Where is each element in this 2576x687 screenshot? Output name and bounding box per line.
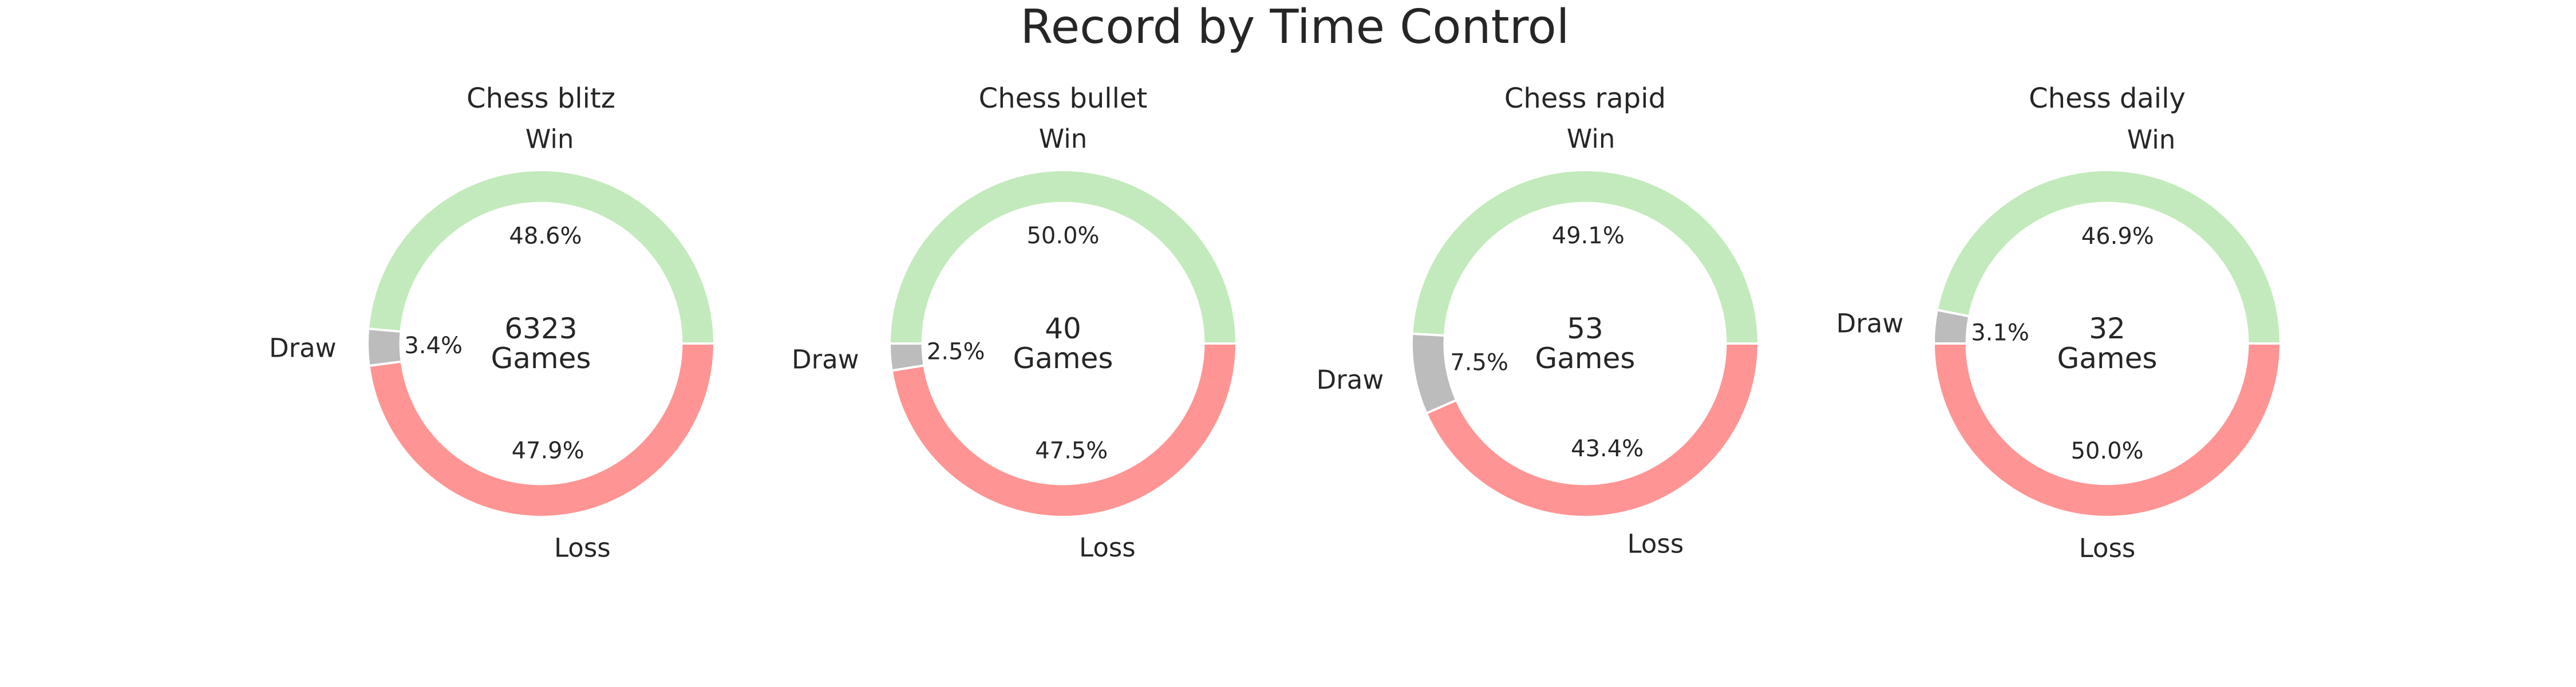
slice-label-win-chess-blitz: Win bbox=[526, 124, 574, 154]
percent-label-draw-chess-bullet: 2.5% bbox=[927, 339, 985, 365]
percent-label-loss-chess-daily: 50.0% bbox=[2071, 438, 2143, 464]
center-games-label-chess-daily: Games bbox=[2057, 342, 2158, 375]
figure-title: Record by Time Control bbox=[1020, 0, 1569, 54]
percent-label-draw-chess-blitz: 3.4% bbox=[404, 333, 463, 359]
wedge-loss-chess-bullet bbox=[890, 342, 1238, 518]
percent-label-draw-chess-rapid: 7.5% bbox=[1450, 349, 1508, 376]
percent-label-loss-chess-rapid: 43.4% bbox=[1571, 436, 1643, 462]
center-games-label-chess-blitz: Games bbox=[491, 342, 591, 375]
slice-label-draw-chess-bullet: Draw bbox=[792, 345, 859, 375]
wedge-draw-chess-blitz bbox=[366, 327, 403, 367]
percent-label-draw-chess-daily: 3.1% bbox=[1971, 320, 2029, 346]
slice-label-draw-chess-daily: Draw bbox=[1836, 309, 1904, 339]
donut-chart-chess-bullet: Chess bullet 50.0% Win 2.5% Draw 47.5% Loss 40G… bbox=[792, 82, 1238, 563]
wedge-win-chess-bullet bbox=[888, 169, 1238, 345]
slice-label-loss-chess-rapid: Loss bbox=[1627, 528, 1684, 559]
center-games-label-chess-rapid: Games bbox=[1535, 342, 1635, 375]
center-game-count-chess-blitz: 6323 bbox=[504, 312, 577, 345]
chart-title-chess-rapid: Chess rapid bbox=[1504, 82, 1666, 114]
center-game-count-chess-rapid: 53 bbox=[1567, 312, 1603, 345]
percent-label-loss-chess-bullet: 47.5% bbox=[1035, 437, 1108, 464]
percent-label-win-chess-rapid: 49.1% bbox=[1552, 223, 1625, 249]
wedge-win-chess-daily bbox=[1935, 169, 2282, 345]
center-game-count-chess-bullet: 40 bbox=[1045, 312, 1081, 345]
donut-charts: Chess blitz 48.6% Win 3.4% Draw 47.9% Loss 6323… bbox=[269, 82, 2282, 563]
wedge-win-chess-blitz bbox=[367, 169, 716, 345]
chart-title-chess-blitz: Chess blitz bbox=[467, 82, 615, 114]
chart-title-chess-bullet: Chess bullet bbox=[979, 82, 1148, 114]
chart-title-chess-daily: Chess daily bbox=[2029, 82, 2186, 114]
slice-label-loss-chess-bullet: Loss bbox=[1079, 532, 1136, 563]
slice-label-win-chess-bullet: Win bbox=[1039, 124, 1088, 154]
donut-chart-chess-daily: Chess daily 46.9% Win 3.1% Draw 50.0% Loss 32Ga… bbox=[1836, 82, 2282, 563]
slice-label-draw-chess-blitz: Draw bbox=[269, 333, 337, 363]
percent-label-win-chess-bullet: 50.0% bbox=[1026, 223, 1099, 249]
slice-label-loss-chess-blitz: Loss bbox=[554, 532, 611, 563]
slice-label-draw-chess-rapid: Draw bbox=[1317, 365, 1384, 395]
slice-label-loss-chess-daily: Loss bbox=[2079, 533, 2136, 563]
donut-chart-chess-blitz: Chess blitz 48.6% Win 3.4% Draw 47.9% Loss 6323… bbox=[269, 82, 716, 563]
wedge-win-chess-rapid bbox=[1411, 168, 1760, 345]
donut-chart-chess-rapid: Chess rapid 49.1% Win 7.5% Draw 43.4% Loss 53Ga… bbox=[1317, 82, 1760, 559]
wedge-draw-chess-daily bbox=[1933, 309, 1971, 345]
percent-label-loss-chess-blitz: 47.9% bbox=[512, 437, 584, 464]
percent-label-win-chess-blitz: 48.6% bbox=[509, 223, 582, 249]
wedge-loss-chess-daily bbox=[1933, 342, 2282, 518]
wedge-loss-chess-blitz bbox=[368, 342, 716, 518]
wedge-loss-chess-rapid bbox=[1425, 342, 1760, 518]
slice-label-win-chess-daily: Win bbox=[2127, 125, 2176, 155]
percent-label-win-chess-daily: 46.9% bbox=[2081, 223, 2154, 250]
center-games-label-chess-bullet: Games bbox=[1013, 342, 1113, 375]
slice-label-win-chess-rapid: Win bbox=[1567, 124, 1615, 154]
center-game-count-chess-daily: 32 bbox=[2089, 312, 2125, 345]
